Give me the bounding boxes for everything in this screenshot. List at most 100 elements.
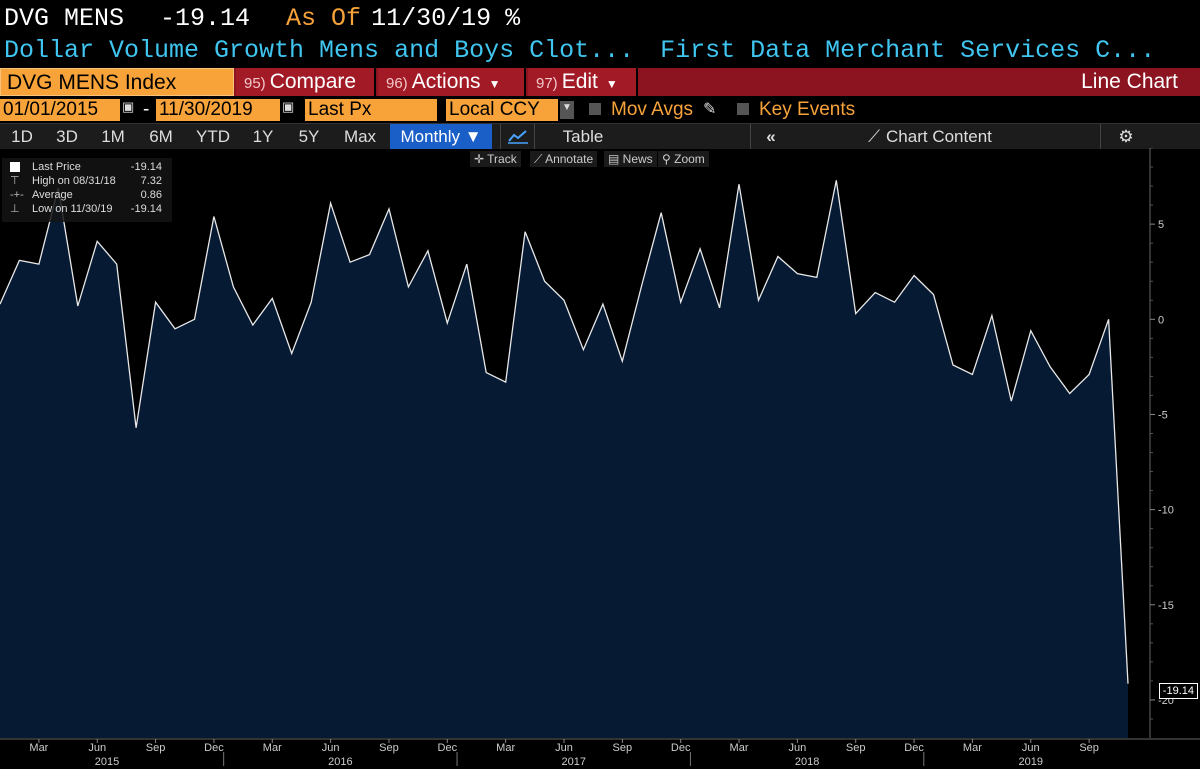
legend-average: -+- Average 0.86 (6, 188, 166, 202)
legend-value: -19.14 (130, 203, 162, 215)
legend-label: High on 08/31/18 (32, 175, 116, 187)
last-price-swatch (10, 162, 20, 172)
period-5y[interactable]: 5Y (298, 127, 320, 146)
period-1d[interactable]: 1D (11, 127, 33, 146)
x-tick-label: Mar (496, 742, 515, 754)
pencil-icon[interactable]: ✎ (703, 101, 717, 118)
legend-low: ⊥ Low on 11/30/19 -19.14 (6, 202, 166, 216)
edit-button[interactable]: 97) Edit ▼ (528, 68, 638, 96)
x-tick-label: Jun (322, 742, 340, 754)
actions-button[interactable]: 96) Actions ▼ (378, 68, 526, 96)
low-marker-icon: ⊥ (10, 203, 20, 215)
legend-value: 0.86 (140, 189, 162, 201)
compare-button[interactable]: 95) Compare (236, 68, 376, 96)
x-tick-label: Mar (263, 742, 282, 754)
line-chart-icon[interactable] (500, 124, 535, 149)
x-tick-label: Sep (1079, 742, 1099, 754)
legend-value: 7.32 (140, 175, 162, 187)
x-tick-label: Sep (379, 742, 399, 754)
legend-label: Low on 11/30/19 (32, 203, 113, 215)
as-of-label: As Of (286, 4, 362, 33)
x-year-label: 2015 (95, 756, 119, 768)
zoom-icon: ⚲ (662, 152, 675, 166)
header-line: DVG MENS -19.14 As Of 11/30/19% (4, 4, 520, 36)
chart-toolbar: 1D 3D 1M 6M YTD 1Y 5Y Max Monthly ▼ Tabl… (0, 123, 1200, 167)
x-year-label: 2019 (1019, 756, 1043, 768)
zoom-button[interactable]: ⚲ Zoom (658, 151, 709, 167)
compare-number: 95) (244, 75, 266, 92)
x-tick-label: Jun (789, 742, 807, 754)
data-source: First Data Merchant Services C... (660, 36, 1156, 65)
x-tick-label: Jun (88, 742, 106, 754)
actions-label: Actions (411, 70, 481, 93)
average-marker-icon: -+- (10, 189, 24, 201)
zoom-label: Zoom (674, 152, 705, 166)
calendar-icon[interactable]: ▣ (282, 99, 295, 114)
ticker: DVG MENS (4, 4, 125, 33)
last-value-marker: -19.14 (1158, 683, 1198, 699)
period-1m[interactable]: 1M (101, 127, 125, 146)
legend-high: ⊤ High on 08/31/18 7.32 (6, 174, 166, 188)
legend-last-price: Last Price -19.14 (6, 160, 166, 174)
x-tick-label: Sep (846, 742, 866, 754)
news-label: News (622, 152, 653, 166)
news-icon: ▤ (608, 152, 623, 166)
key-events-label: Key Events (759, 99, 856, 120)
field-select[interactable]: Last Px (305, 99, 437, 121)
news-button[interactable]: ▤ News (604, 151, 657, 167)
currency-select[interactable]: Local CCY (446, 99, 558, 121)
date-dash: - (143, 99, 150, 120)
track-label: Track (487, 152, 517, 166)
high-marker-icon: ⊤ (10, 175, 20, 187)
chart-type-label: Line Chart (640, 68, 1200, 96)
frequency-dropdown[interactable]: Monthly ▼ (390, 124, 492, 149)
annotate-icon: ⟋ (534, 152, 546, 166)
x-tick-label: Mar (963, 742, 982, 754)
collapse-icon[interactable]: « (750, 124, 791, 149)
unit-label: % (505, 4, 521, 33)
y-tick-label: -10 (1158, 505, 1174, 517)
key-events-checkbox[interactable] (737, 103, 749, 115)
x-tick-label: Jun (555, 742, 573, 754)
y-tick-label: -5 (1158, 409, 1168, 421)
compare-label: Compare (269, 70, 357, 93)
start-date-field[interactable]: 01/01/2015 (0, 99, 120, 121)
period-max[interactable]: Max (343, 127, 377, 146)
description-line: Dollar Volume Growth Mens and Boys Clot.… (4, 36, 1155, 68)
x-year-label: 2018 (795, 756, 819, 768)
chart-legend: Last Price -19.14 ⊤ High on 08/31/18 7.3… (2, 158, 172, 222)
mov-avgs-checkbox[interactable] (589, 103, 601, 115)
table-tab[interactable]: Table (534, 124, 631, 149)
period-1y[interactable]: 1Y (252, 127, 274, 146)
chart-content-icon: ⟋ (868, 127, 881, 146)
x-tick-label: Dec (438, 742, 458, 754)
last-value: -19.14 (160, 4, 251, 33)
chevron-down-icon: ▼ (605, 77, 618, 91)
period-ytd[interactable]: YTD (196, 127, 230, 146)
edit-label: Edit (561, 70, 598, 93)
x-tick-label: Mar (29, 742, 48, 754)
end-date-field[interactable]: 11/30/2019 (156, 99, 280, 121)
y-tick-label: -15 (1158, 600, 1174, 612)
as-of-date: 11/30/19 (371, 4, 492, 33)
security-input[interactable]: DVG MENS Index (0, 68, 234, 96)
options-row: 01/01/2015 ▣ - 11/30/2019 ▣ Last Px Loca… (0, 97, 1200, 123)
actions-number: 96) (386, 75, 408, 92)
annotate-button[interactable]: ⟋ Annotate (530, 151, 598, 167)
legend-label: Average (32, 189, 73, 201)
mov-avgs-label: Mov Avgs (611, 99, 694, 120)
gear-icon[interactable]: ⚙ (1100, 124, 1151, 149)
period-3d[interactable]: 3D (56, 127, 78, 146)
x-tick-label: Dec (904, 742, 924, 754)
x-tick-label: Dec (671, 742, 691, 754)
y-tick-label: 0 (1158, 314, 1164, 326)
edit-number: 97) (536, 75, 558, 92)
y-tick-label: 5 (1158, 219, 1164, 231)
period-6m[interactable]: 6M (149, 127, 173, 146)
calendar-icon[interactable]: ▣ (122, 99, 135, 114)
x-year-label: 2016 (328, 756, 352, 768)
track-button[interactable]: ✛ Track (470, 151, 521, 167)
chart-content-button[interactable]: ⟋ Chart Content (855, 124, 1005, 149)
chevron-down-icon[interactable]: ▼ (560, 101, 574, 119)
